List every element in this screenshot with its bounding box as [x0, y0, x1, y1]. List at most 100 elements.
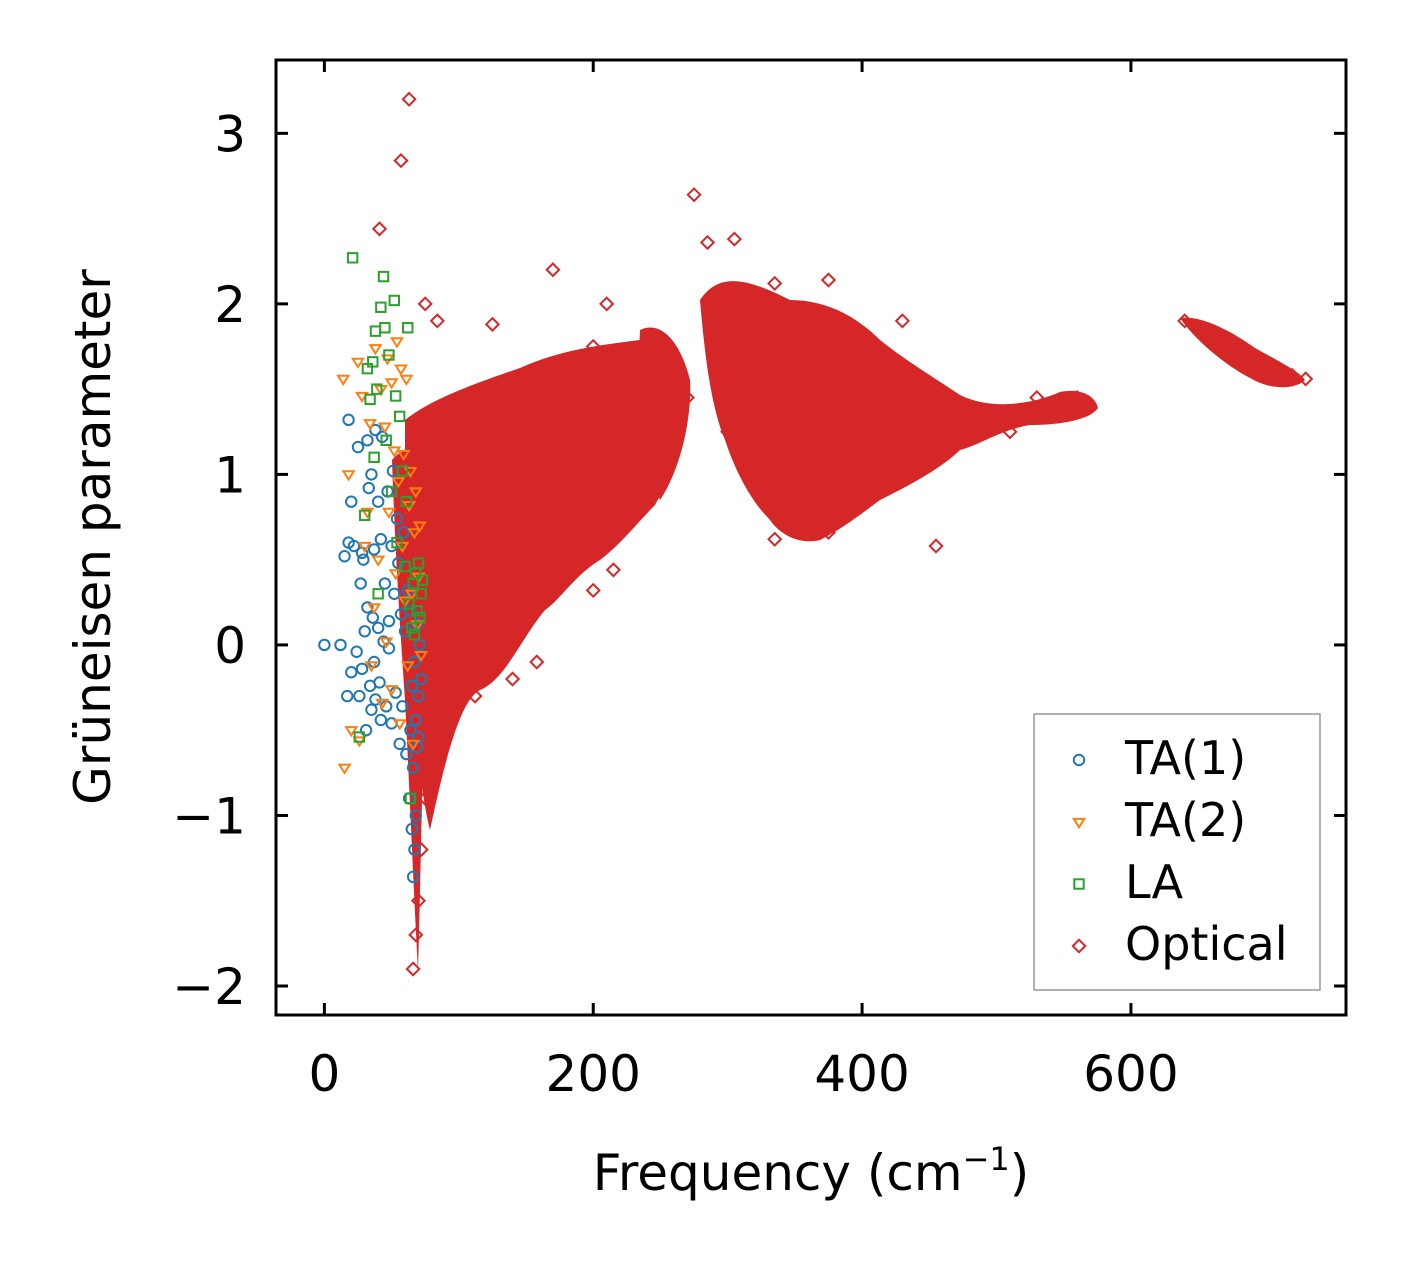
data-point — [416, 574, 429, 586]
data-point — [726, 231, 742, 247]
legend-marker — [1072, 753, 1086, 767]
data-point — [411, 605, 423, 617]
data-point — [639, 330, 655, 346]
data-point — [391, 477, 406, 489]
data-point — [399, 374, 414, 386]
data-point — [474, 620, 490, 636]
data-point — [336, 374, 351, 386]
data-point — [384, 685, 399, 697]
data-point — [374, 713, 388, 727]
data-point — [405, 961, 421, 977]
data-point — [800, 492, 816, 508]
data-point — [827, 424, 843, 440]
data-point — [646, 381, 662, 397]
data-point — [948, 432, 964, 448]
data-point — [820, 272, 837, 288]
data-point — [881, 412, 897, 428]
data-point — [894, 313, 911, 329]
series-la — [346, 252, 429, 805]
data-point — [357, 553, 370, 566]
data-point — [733, 330, 749, 346]
y-tick-label: 0 — [214, 617, 246, 675]
data-point — [388, 294, 400, 307]
data-point — [391, 536, 403, 549]
data-point — [393, 737, 406, 751]
data-point — [767, 275, 783, 292]
data-point — [359, 509, 371, 522]
data-point — [350, 357, 366, 369]
data-point — [362, 481, 375, 495]
data-point — [404, 604, 417, 618]
data-point — [935, 398, 951, 414]
data-point — [408, 629, 421, 641]
data-point — [378, 577, 392, 590]
data-point — [375, 698, 390, 711]
data-point — [377, 422, 392, 434]
data-point — [367, 356, 379, 368]
data-point — [365, 468, 378, 481]
data-point — [400, 747, 413, 761]
x-tick-label: 400 — [814, 1045, 909, 1103]
data-point — [371, 621, 385, 635]
data-point — [400, 495, 413, 508]
data-point — [760, 466, 776, 483]
y-tick-label: −2 — [172, 958, 246, 1016]
legend-label-optical: Optical — [1125, 917, 1287, 971]
data-point — [429, 313, 445, 329]
data-point — [1298, 371, 1314, 387]
data-point — [484, 552, 501, 568]
data-point — [350, 645, 363, 658]
data-point — [368, 451, 380, 464]
x-tick-label: 0 — [308, 1045, 340, 1103]
data-point — [373, 676, 386, 689]
data-point — [437, 688, 453, 704]
data-point — [361, 601, 374, 614]
data-point — [408, 843, 421, 856]
data-point — [406, 761, 420, 774]
data-point — [612, 415, 628, 431]
data-point — [605, 562, 622, 578]
data-point — [338, 550, 351, 563]
data-point — [531, 475, 548, 491]
data-point — [406, 870, 420, 884]
data-point — [392, 556, 405, 570]
data-point — [346, 252, 359, 264]
plot-frame — [274, 58, 1348, 1017]
data-point — [451, 678, 467, 694]
data-point — [585, 338, 601, 355]
data-point — [1002, 424, 1018, 440]
x-axis-title: Frequency (cm−1) — [593, 1140, 1030, 1202]
legend-label-la: LA — [1125, 855, 1184, 909]
data-point — [413, 841, 429, 858]
data-point — [345, 495, 358, 508]
data-point — [834, 372, 850, 389]
legend: TA(1) TA(2) LA Optical — [1033, 713, 1321, 991]
data-point — [367, 543, 381, 556]
data-point — [467, 688, 483, 704]
legend-label-ta2: TA(2) — [1124, 793, 1246, 847]
data-point — [371, 221, 388, 237]
data-point — [374, 533, 388, 546]
data-point — [398, 596, 413, 608]
data-point — [384, 378, 399, 390]
data-point — [406, 622, 418, 634]
data-point — [390, 512, 404, 525]
data-point — [1177, 313, 1193, 329]
data-point — [375, 301, 387, 313]
data-point — [318, 638, 331, 652]
data-point — [379, 637, 394, 649]
data-point — [409, 809, 422, 822]
data-point — [359, 724, 373, 737]
data-point — [351, 440, 365, 454]
data-point — [365, 703, 378, 716]
data-point — [451, 449, 467, 465]
data-point — [988, 415, 1005, 431]
data-point — [381, 507, 396, 520]
legend-marker — [1071, 938, 1087, 954]
data-point — [344, 726, 359, 738]
data-point — [679, 390, 695, 406]
y-tick-label: 3 — [214, 105, 246, 163]
legend-label-ta1: TA(1) — [1124, 731, 1246, 785]
data-point — [371, 495, 385, 508]
